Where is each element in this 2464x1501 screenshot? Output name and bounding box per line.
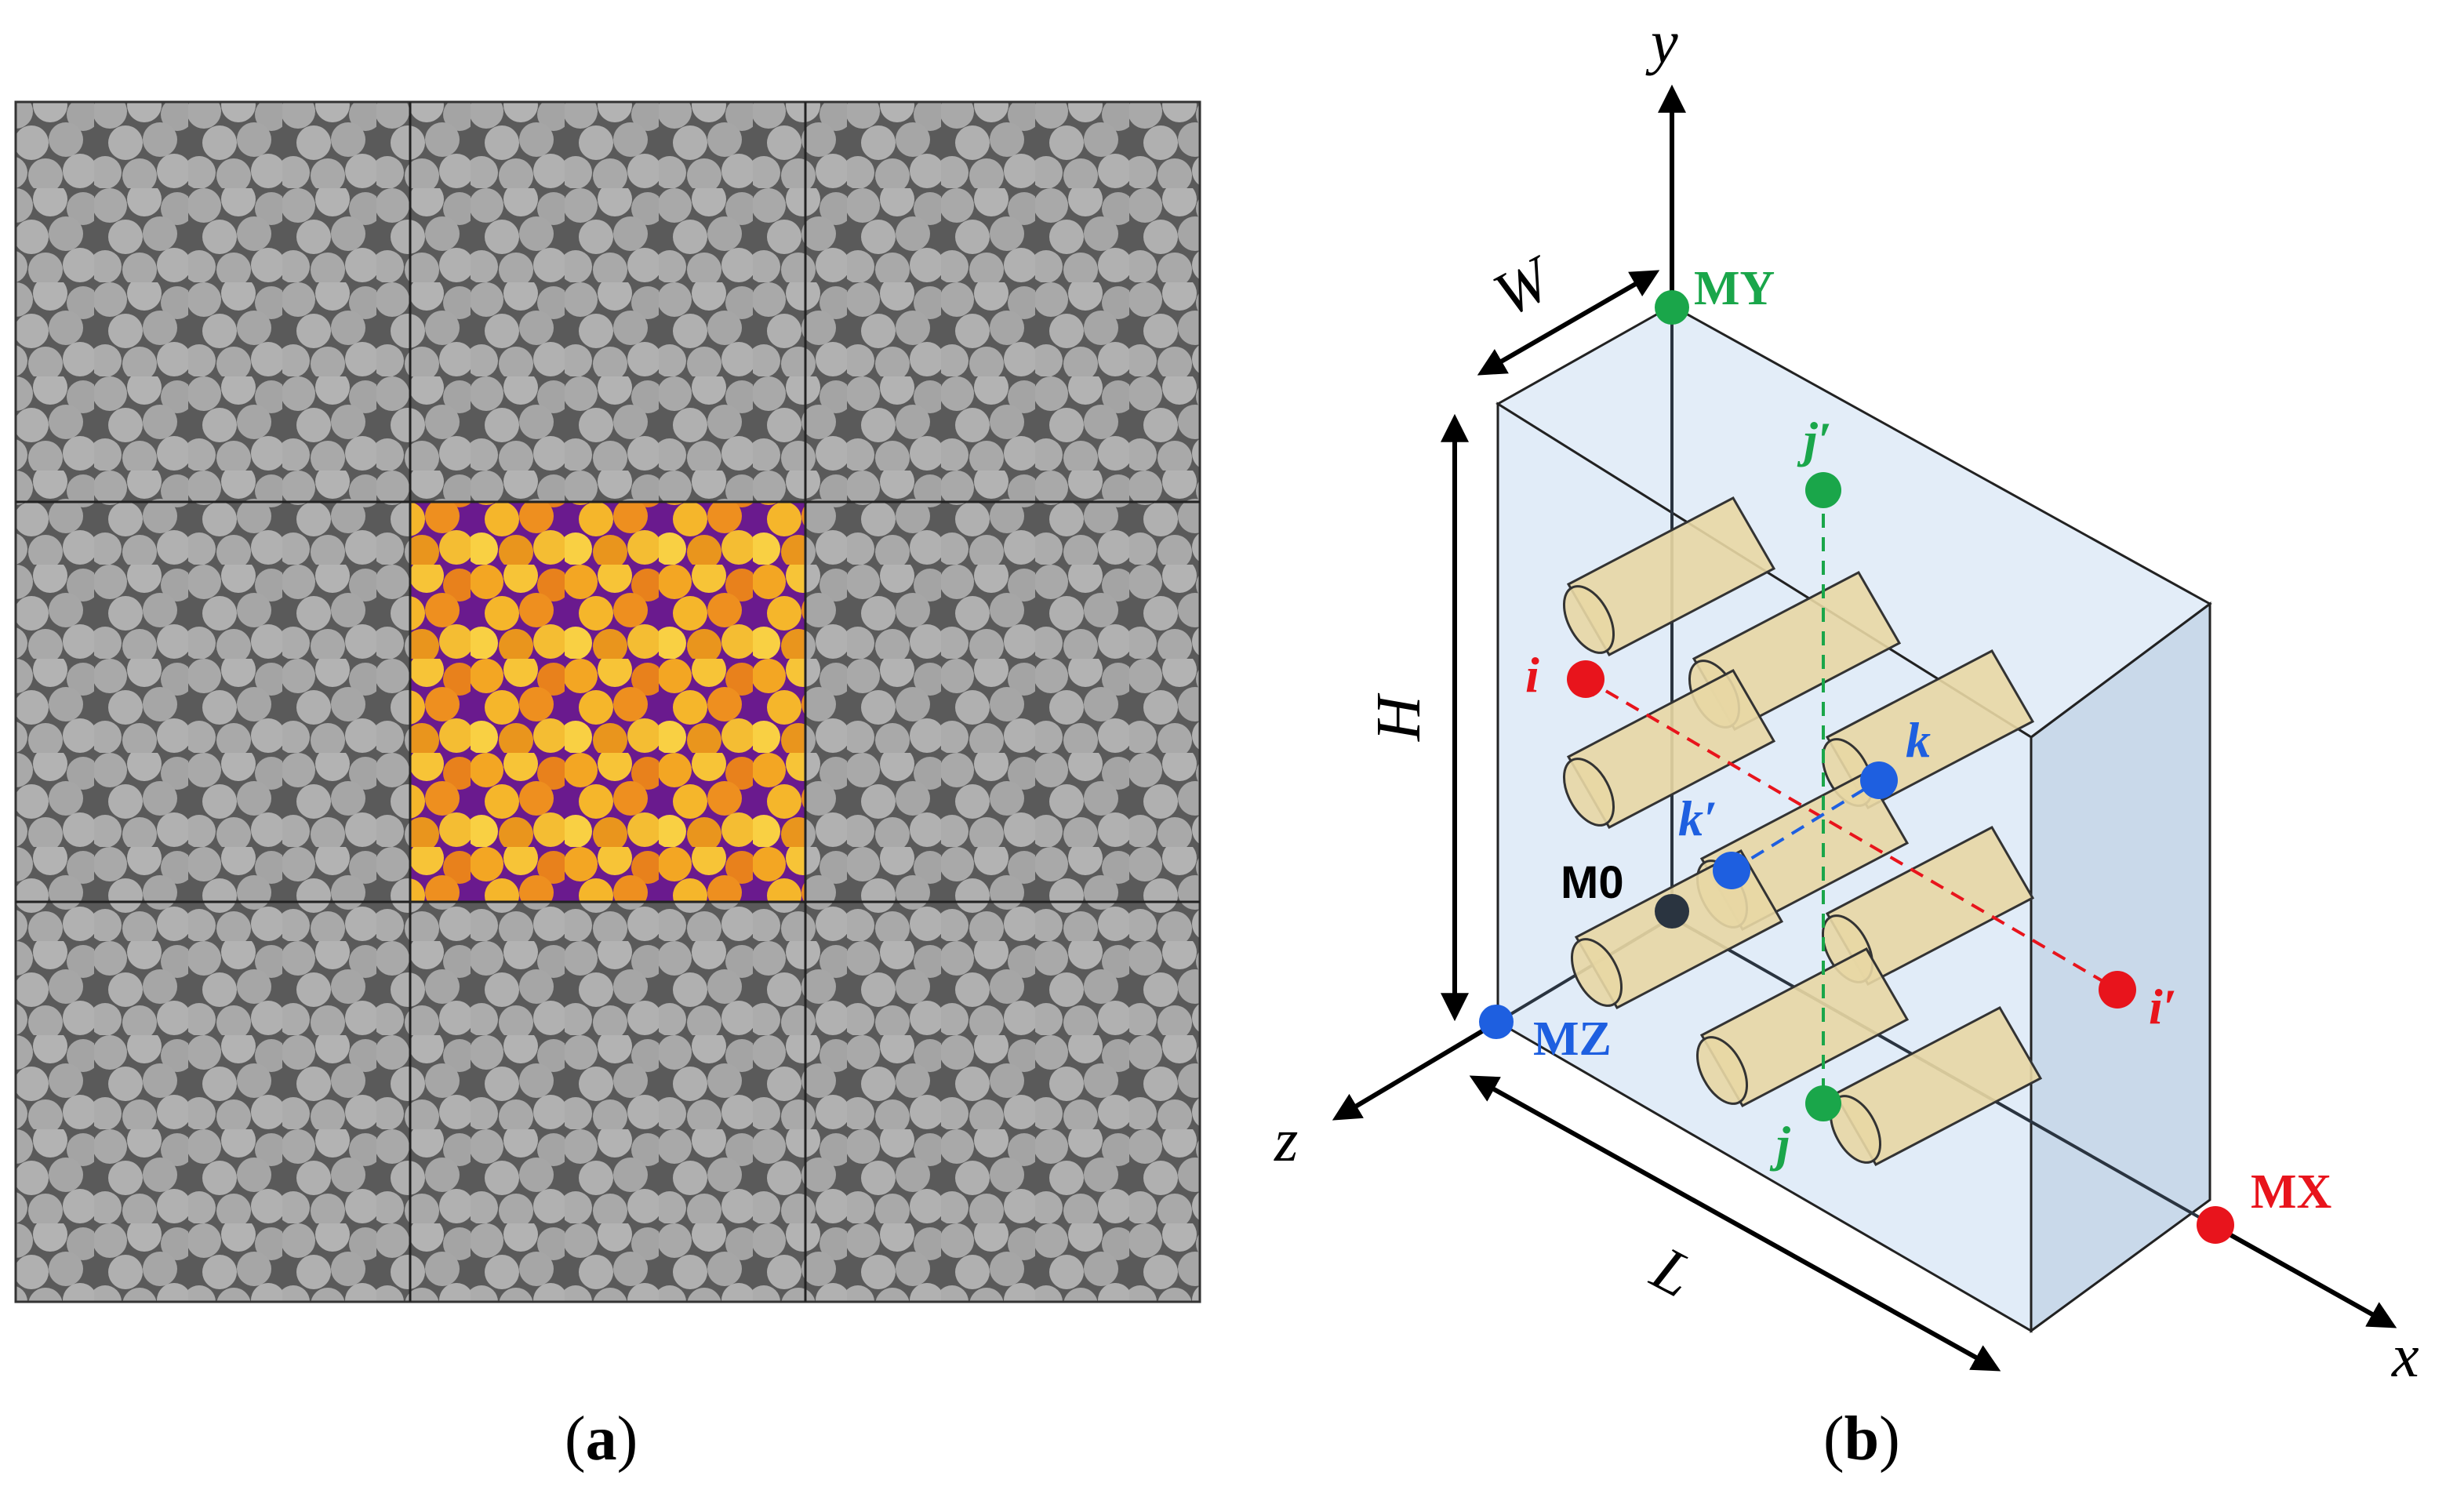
fiber-3 xyxy=(1562,669,1776,829)
width-dimension-arrow xyxy=(1477,270,1660,376)
caption-a-letter: a xyxy=(585,1405,617,1474)
caption-b-open: ( xyxy=(1823,1405,1844,1474)
caption-b-letter: b xyxy=(1844,1405,1880,1474)
point-MY xyxy=(1655,290,1689,325)
point-MZ xyxy=(1479,1005,1514,1039)
panel-b-caption: (b) xyxy=(1823,1404,1900,1475)
z-axis-label: z xyxy=(1274,1106,1298,1174)
label-k-prime: k′ xyxy=(1678,790,1717,846)
panel-a-center-heatmap-tile xyxy=(410,502,805,902)
caption-a-open: ( xyxy=(565,1405,586,1474)
k-k-prime-dashed-line xyxy=(1730,779,1881,872)
panel-b-rve-diagram: y x z W H L MY MX MZ M0 i i′ j′ j k k′ xyxy=(1274,8,2419,1390)
point-k-prime xyxy=(1713,852,1750,889)
point-i xyxy=(1567,660,1605,698)
fiber-6 xyxy=(1570,849,1784,1009)
label-i-prime: i′ xyxy=(2149,979,2177,1034)
y-axis-label: y xyxy=(1645,8,1678,76)
width-label: W xyxy=(1483,242,1566,330)
point-MX xyxy=(2197,1206,2234,1244)
point-k xyxy=(1860,761,1898,799)
length-dimension-arrow xyxy=(1469,1075,2001,1372)
label-k: k xyxy=(1906,712,1931,768)
i-i-prime-dashed-line xyxy=(1584,678,2119,991)
label-MY: MY xyxy=(1694,262,1775,315)
panel-a-micrograph-grid xyxy=(14,100,1201,1303)
label-MZ: MZ xyxy=(1533,1012,1612,1066)
panel-a-caption: (a) xyxy=(565,1404,638,1475)
caption-a-close: ) xyxy=(616,1405,638,1474)
fiber-1 xyxy=(1562,496,1776,656)
point-i-prime xyxy=(2099,971,2136,1009)
x-axis-arrow xyxy=(2208,1221,2397,1328)
point-M0 xyxy=(1655,894,1689,929)
x-axis-label: x xyxy=(2391,1321,2419,1390)
length-label: L xyxy=(1641,1234,1704,1311)
z-axis-arrow xyxy=(1332,1019,1499,1121)
label-MX: MX xyxy=(2251,1165,2332,1219)
point-j-prime xyxy=(1805,472,1841,508)
point-j xyxy=(1805,1085,1841,1121)
height-label: H xyxy=(1365,692,1434,742)
caption-b-close: ) xyxy=(1879,1405,1900,1474)
label-M0: M0 xyxy=(1561,857,1624,908)
label-i: i xyxy=(1525,647,1539,703)
